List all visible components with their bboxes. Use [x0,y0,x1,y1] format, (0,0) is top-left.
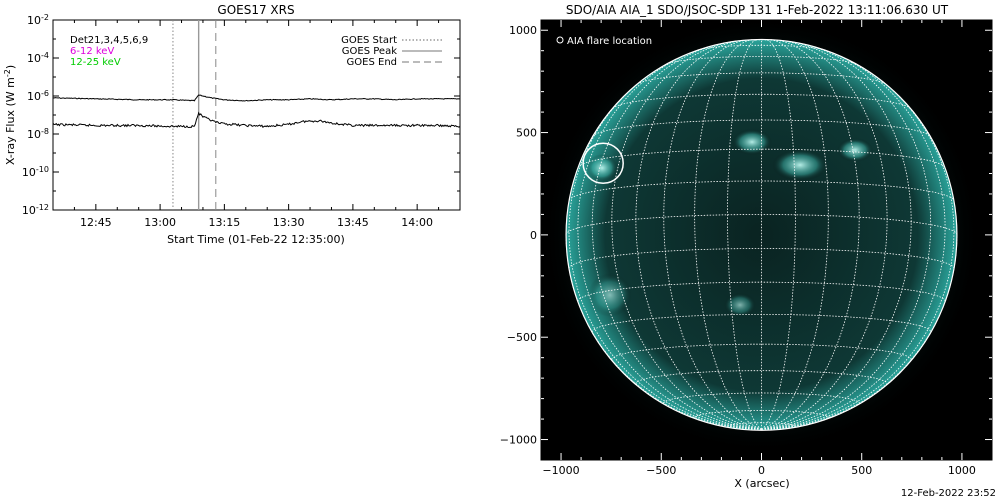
goes-y-tick-label: 10-8 [27,127,49,142]
goes-y-axis-label: X-ray Flux (W m-2) [3,65,18,165]
aia-y-ticks: −1000 −500 0 500 1000 [500,24,992,447]
goes-x-tick-label: 13:15 [209,216,241,229]
goes-x-axis-label: Start Time (01-Feb-22 12:35:00) [167,233,345,246]
aia-grid-latitude-line [612,93,911,109]
aia-grid-longitude-line [761,47,946,430]
goes-panel: GOES17 XRS 10-12 10-10 10-8 10-6 10-4 10-2 12… [3,3,461,246]
active-region-south-center [724,293,756,317]
goes-y-tick-label: 10-2 [27,13,49,28]
goes-x-tick-label: 13:30 [273,216,305,229]
aia-x-tick-label: −500 [646,464,676,477]
goes-legend-right: GOES Start GOES Peak GOES End [341,35,442,68]
aia-grid-longitude-line [694,39,762,430]
active-region-south-west [588,273,632,317]
goes-x-ticks: 12:45 13:00 13:15 13:30 13:45 14:00 [73,20,440,229]
aia-y-tick-label: 1000 [509,24,537,37]
aia-flare-location-marker [582,142,624,185]
aia-title: SDO/AIA AIA_1 SDO/JSOC-SDP 131 1-Feb-202… [566,3,949,17]
goes-legend-12-25kev: 12-25 keV [70,57,121,68]
active-region-north-east [772,149,828,181]
aia-y-tick-label: 0 [530,229,537,242]
goes-series-line-2 [53,111,460,129]
goes-event-lines [172,20,217,210]
aia-grid-latitude-line [592,119,931,137]
goes-series [53,94,460,129]
aia-grid-longitude-line [577,47,762,430]
aia-grid-longitude-line [761,39,829,430]
aia-grid-longitude-line [761,67,955,430]
goes-legend-end-label: GOES End [347,57,397,68]
aia-x-axis-label: X (arcsec) [734,477,789,490]
aia-y-tick-label: −500 [507,331,537,344]
footer-timestamp: 12-Feb-2022 23:52 [901,488,996,499]
goes-y-ticks: 10-12 10-10 10-8 10-6 10-4 10-2 [22,13,460,218]
aia-y-tick-label: −1000 [500,434,537,447]
aia-x-ticks: −1000 −500 0 500 1000 [542,20,976,477]
goes-y-tick-label: 10-10 [22,165,49,180]
aia-grid-longitude-line [591,42,762,430]
aia-grid-latitude-line [697,44,826,51]
goes-y-tick-label: 10-4 [27,51,49,66]
aia-grid-longitude-line [663,39,762,430]
aia-grid-latitude-line [577,148,946,168]
goes-x-tick-label: 12:45 [80,216,112,229]
goes-x-tick-label: 14:00 [401,216,433,229]
aia-grid-longitude-line [635,39,762,430]
goes-y-tick-label: 10-6 [27,89,49,104]
aia-legend-label: AIA flare location [567,36,652,47]
goes-legend-left: Det21,3,4,5,6,9 6-12 keV 12-25 keV [70,35,148,68]
aia-grid-longitude-line [568,67,762,430]
active-region-flare [586,154,618,182]
aia-grid-latitude-line [565,214,958,235]
aia-x-tick-label: 0 [758,464,765,477]
aia-y-tick-label: 500 [516,127,537,140]
aia-solar-disk [566,39,957,431]
aia-solar-limb [565,38,958,431]
goes-series-line-1 [53,94,460,102]
aia-plot-frame [540,19,993,461]
aia-grid-latitude-line [568,180,955,201]
aia-legend-marker [556,36,564,44]
aia-grid-longitude-line [761,42,932,430]
aia-grid-latitude-line [636,72,887,85]
goes-legend-peak-label: GOES Peak [342,46,397,57]
aia-panel: SDO/AIA AIA_1 SDO/JSOC-SDP 131 1-Feb-202… [500,3,993,490]
aia-grid-longitude-line [761,39,888,430]
aia-grid-longitude-line [761,40,912,430]
goes-legend-6-12kev: 6-12 keV [70,46,114,57]
aia-active-regions [586,129,873,317]
goes-x-tick-label: 13:45 [337,216,369,229]
goes-x-tick-label: 13:00 [144,216,176,229]
goes-title: GOES17 XRS [217,3,294,17]
aia-x-tick-label: 500 [851,464,872,477]
active-region-north-east-2 [837,138,873,162]
goes-legend-start-label: GOES Start [341,35,397,46]
goes-legend-detectors: Det21,3,4,5,6,9 [70,35,148,46]
aia-grid-longitude-line [761,39,860,430]
active-region-north-center [732,129,772,155]
aia-grid-latitude-line [727,422,796,427]
aia-x-tick-label: 1000 [948,464,976,477]
goes-y-tick-label: 10-12 [22,203,49,218]
aia-x-tick-label: −1000 [542,464,579,477]
aia-grid-longitude-line [611,40,762,430]
